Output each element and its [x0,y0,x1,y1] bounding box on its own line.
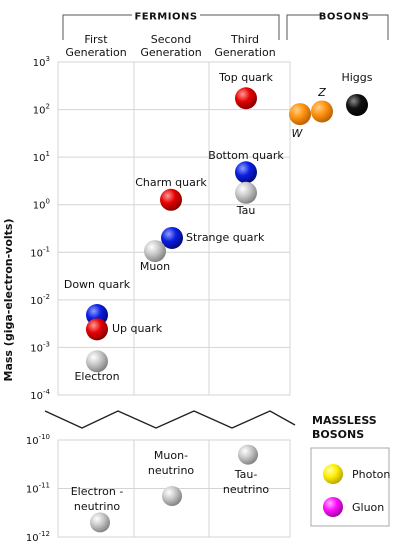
bottom-quark-label: Bottom quark [208,149,284,162]
muon-neutrino-marker [162,486,182,507]
y-tick-label: 10-11 [26,482,50,496]
tick-labels: 103 102 101 100 10-1 10-2 10-3 10-4 10-10 10-11 10… [26,55,51,544]
gluon-legend-marker [323,497,343,517]
charm-quark-label: Charm quark [135,176,207,189]
y-tick-label: 10-1 [30,245,50,259]
electron-label: Electron [74,370,119,383]
top-quark-label: Top quark [218,71,273,84]
fermions-header: FERMIONS [134,12,197,23]
column-header-2-line1: Second [151,33,191,46]
tau-marker [235,181,257,204]
higgs-label: Higgs [341,71,372,84]
fermions-bracket [62,14,280,40]
electron-neutrino-marker [90,512,110,533]
massless-title-line2: BOSONS [312,428,364,441]
tau-label: Tau [236,204,256,217]
massless-title-line1: MASSLESS [312,414,377,427]
bosons-header: BOSONS [319,12,369,23]
tau-neutrino-label-line1: Tau- [234,468,258,481]
column-header-1-line2: Generation [65,46,126,59]
muon-neutrino-label-line1: Muon- [154,449,188,462]
photon-legend-label: Photon [352,468,390,481]
y-tick-label: 103 [33,55,50,69]
y-tick-label: 10-4 [30,388,50,402]
muon-neutrino-label-line2: neutrino [148,464,195,477]
tau-neutrino-label-line2: neutrino [223,483,270,496]
higgs-marker [346,93,368,116]
strange-quark-marker [161,226,183,249]
tau-neutrino-marker [238,444,258,465]
top-quark-marker [235,87,257,110]
column-header-2-line2: Generation [140,46,201,59]
electron-neutrino-label-line2: neutrino [74,500,121,513]
y-axis-label: Mass (giga-electron-volts) [2,218,15,381]
y-tick-label: 102 [33,103,50,117]
bottom-quark-marker [235,161,257,184]
y-tick-label: 10-2 [30,293,50,307]
electron-neutrino-label-line1: Electron - [71,485,124,498]
bosons-bracket [286,14,389,40]
y-tick-label: 100 [33,198,50,212]
muon-marker [144,240,166,263]
up-quark-marker [86,318,108,341]
electron-marker [86,350,108,373]
w-label: W [292,127,304,140]
gluon-legend-label: Gluon [352,501,384,514]
w-marker [289,103,311,126]
y-tick-label: 10-10 [26,433,50,447]
massless-legend-items: Photon Gluon [323,464,390,517]
lower-grid [57,439,291,538]
strange-quark-label: Strange quark [186,231,265,244]
particle-marks [86,87,368,533]
photon-legend-marker [323,464,343,484]
massless-legend-box [310,447,390,527]
column-header-3-line1: Third [230,33,259,46]
down-quark-label: Down quark [64,278,131,291]
column-header-3-line2: Generation [214,46,275,59]
z-label: Z [317,86,326,99]
z-marker [311,100,333,123]
y-tick-label: 10-3 [30,340,50,354]
muon-label: Muon [140,260,170,273]
y-tick-label: 101 [33,150,50,164]
particle-labels: Top quark Bottom quark Tau Charm quark Stran… [64,71,373,513]
axis-break-line [44,410,296,429]
charm-quark-marker [160,188,182,211]
column-header-1-line1: First [84,33,108,46]
up-quark-label: Up quark [112,322,163,335]
y-tick-label: 10-12 [26,530,50,544]
